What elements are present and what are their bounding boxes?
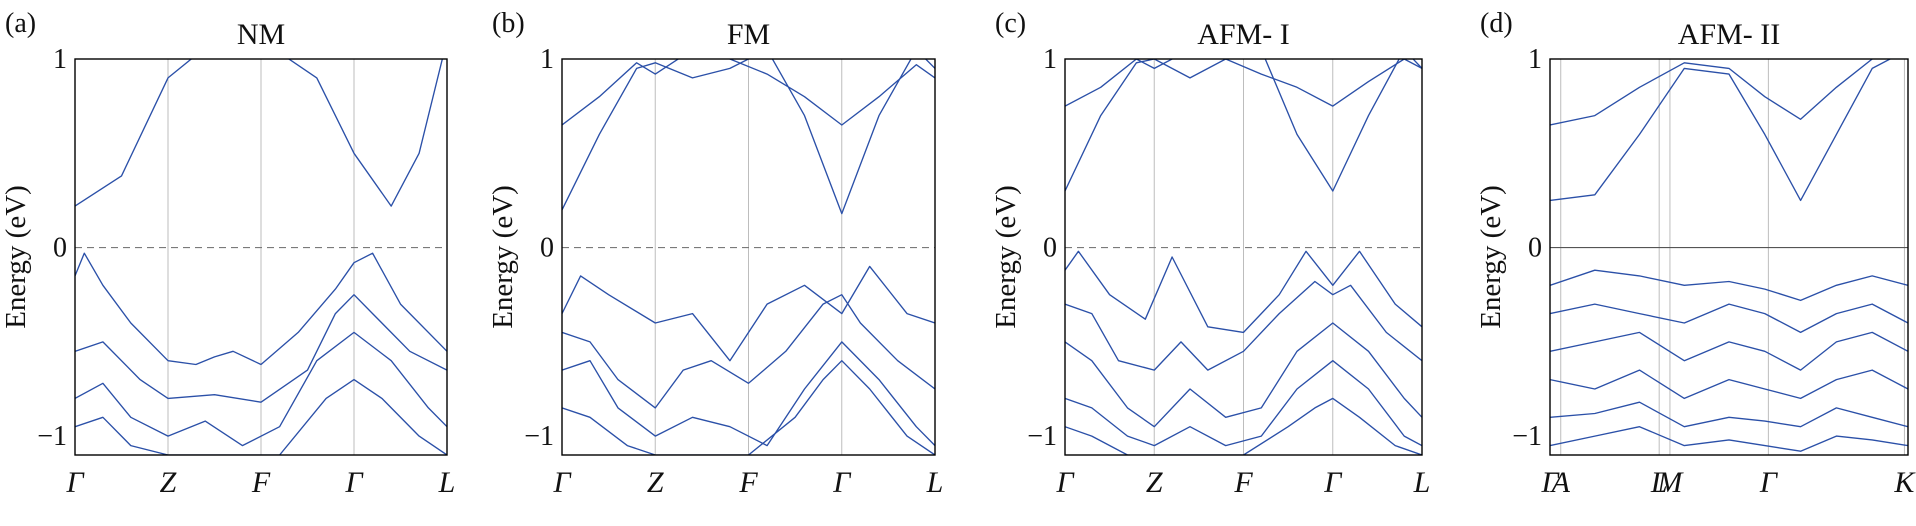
y-tick-label: −1 <box>524 421 554 452</box>
y-tick-label: 1 <box>540 44 554 75</box>
bands-group <box>1550 59 1908 452</box>
x-tick-label: Γ <box>1323 466 1343 499</box>
band-line <box>562 59 935 126</box>
panel-c: 1 0 −1 Γ Z F Γ L Energy (eV) AFM- I (c) <box>990 8 1430 499</box>
band-line <box>1550 303 1908 334</box>
panel-label: (a) <box>5 8 36 39</box>
x-tick-label: L <box>438 466 456 499</box>
x-tick-label: L <box>926 466 944 499</box>
x-tick-label: Γ <box>1759 466 1779 499</box>
plot-frame <box>561 58 936 456</box>
panel-title: FM <box>727 18 770 51</box>
panel-label: (d) <box>1480 8 1513 39</box>
x-tick-label: Γ <box>1055 466 1075 499</box>
panel-label: (b) <box>492 8 525 39</box>
panel-a: 1 0 −1 Γ Z F Γ L Energy (eV) NM (a) <box>0 8 455 499</box>
band-line <box>75 378 447 455</box>
y-tick-label: 0 <box>1528 233 1542 264</box>
band-line <box>1550 59 1875 126</box>
y-axis-label: Energy (eV) <box>0 185 32 329</box>
x-tick-label: Γ <box>65 466 85 499</box>
panel-title: AFM- I <box>1197 18 1290 51</box>
y-tick-label: 1 <box>53 44 67 75</box>
plot-frame <box>74 58 448 456</box>
y-axis-label: Energy (eV) <box>487 185 519 329</box>
band-line <box>562 59 935 215</box>
bands-group <box>1065 59 1422 455</box>
y-tick-label: 1 <box>1528 44 1542 75</box>
band-line <box>1550 369 1908 400</box>
x-tick-label: Γ <box>1540 466 1560 499</box>
x-tick-label: Z <box>1146 466 1163 499</box>
band-line <box>562 294 935 409</box>
bands-group <box>562 59 935 455</box>
band-line <box>562 265 935 362</box>
band-line <box>1550 59 1892 202</box>
x-tick-label: F <box>1233 466 1253 499</box>
band-line <box>75 59 444 207</box>
x-tick-label: L <box>1650 466 1668 499</box>
y-axis-label: Energy (eV) <box>1475 185 1507 329</box>
band-line <box>1550 331 1908 371</box>
y-tick-label: −1 <box>1027 421 1057 452</box>
panel-b: 1 0 −1 Γ Z F Γ L Energy (eV) FM (b) <box>487 8 943 499</box>
x-tick-label: Γ <box>344 466 364 499</box>
band-line <box>1550 426 1908 452</box>
band-line <box>1065 360 1422 447</box>
band-line <box>1065 59 1422 192</box>
x-tick-label: Γ <box>552 466 572 499</box>
plot-frame <box>1064 58 1423 456</box>
y-tick-label: 1 <box>1043 44 1057 75</box>
band-line <box>1550 401 1908 428</box>
band-line <box>75 331 447 447</box>
x-tick-label: K <box>1893 466 1916 499</box>
band-line <box>1065 59 1422 107</box>
bands-group <box>75 59 447 455</box>
band-line <box>1065 322 1422 428</box>
band-line <box>1550 269 1908 302</box>
x-tick-label: Γ <box>832 466 852 499</box>
band-line <box>562 360 935 455</box>
y-tick-label: 0 <box>540 233 554 264</box>
x-tick-label: Z <box>160 466 177 499</box>
band-line <box>562 341 935 447</box>
x-tick-label: A <box>1550 466 1571 499</box>
x-tick-label: Z <box>647 466 664 499</box>
plot-frame <box>1549 58 1909 456</box>
y-tick-label: −1 <box>37 421 67 452</box>
band-line <box>75 294 447 403</box>
y-axis-label: Energy (eV) <box>990 185 1022 329</box>
y-tick-label: −1 <box>1512 421 1542 452</box>
panel-label: (c) <box>995 8 1026 39</box>
band-line <box>75 252 447 366</box>
y-tick-label: 0 <box>53 233 67 264</box>
x-tick-label: M <box>1656 466 1684 499</box>
band-line <box>1065 250 1422 334</box>
band-line <box>1065 397 1422 455</box>
x-tick-label: L <box>1413 466 1431 499</box>
panel-title: AFM- II <box>1678 18 1781 51</box>
x-tick-label: F <box>738 466 758 499</box>
x-tick-label: F <box>251 466 271 499</box>
y-tick-label: 0 <box>1043 233 1057 264</box>
band-line <box>1065 280 1422 371</box>
panel-title: NM <box>237 18 285 51</box>
